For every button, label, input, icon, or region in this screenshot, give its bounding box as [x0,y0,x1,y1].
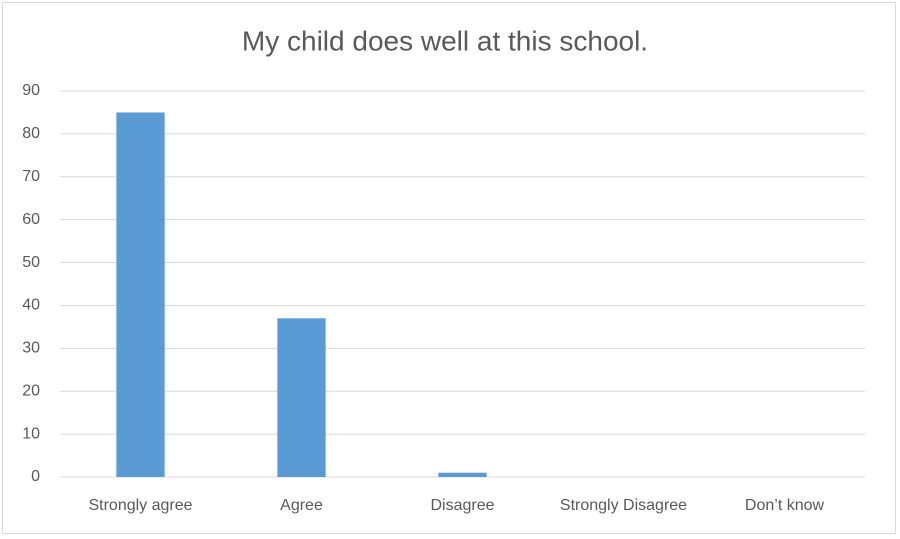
y-tick-label: 60 [22,211,40,228]
y-tick-label: 90 [22,82,40,99]
bar [116,112,165,477]
y-tick-label: 10 [22,425,40,442]
bar [438,472,487,477]
y-tick-label: 0 [31,468,40,485]
x-tick-label: Agree [280,497,323,514]
y-tick-label: 50 [22,254,40,271]
y-tick-label: 70 [22,168,40,185]
x-tick-label: Strongly agree [88,497,192,514]
y-tick-label: 40 [22,297,40,314]
x-tick-label: Don’t know [745,497,825,514]
y-tick-label: 20 [22,382,40,399]
x-tick-label: Strongly Disagree [560,497,687,514]
y-tick-label: 30 [22,340,40,357]
x-tick-label: Disagree [430,497,494,514]
bar [277,318,326,477]
y-tick-label: 80 [22,125,40,142]
chart-title: My child does well at this school. [242,25,648,56]
